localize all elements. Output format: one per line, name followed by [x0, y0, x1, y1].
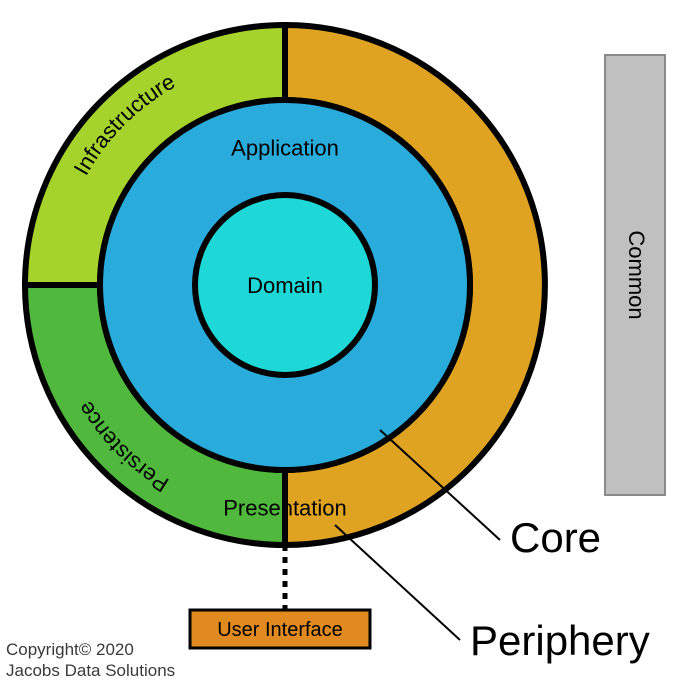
architecture-diagram: Persistence Infrastructure Presentation …: [0, 0, 700, 687]
label-periphery: Periphery: [470, 617, 650, 664]
copyright-line2: Jacobs Data Solutions: [6, 661, 175, 680]
label-domain: Domain: [247, 273, 323, 298]
label-common: Common: [624, 230, 649, 319]
label-application: Application: [231, 136, 339, 161]
copyright-line1: Copyright© 2020: [6, 640, 134, 659]
label-presentation: Presentation: [223, 496, 347, 521]
label-core: Core: [510, 514, 601, 561]
label-user-interface: User Interface: [217, 619, 343, 641]
